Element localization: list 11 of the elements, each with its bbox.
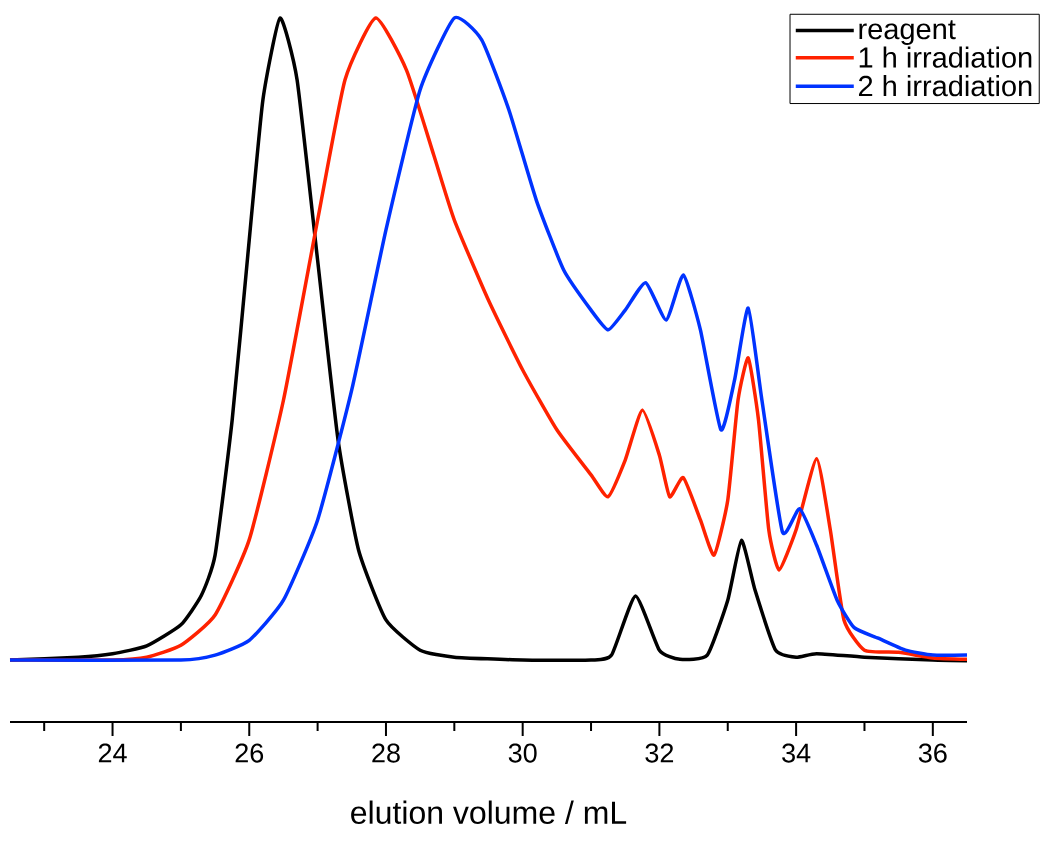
x-tick-label: 34: [782, 743, 811, 763]
x-axis-title: elution volume / mL: [351, 800, 627, 824]
x-tick-label: 24: [98, 743, 127, 763]
x-tick-label: 30: [508, 743, 537, 763]
x-tick-label: 36: [918, 743, 947, 763]
x-tick-label: 28: [372, 743, 400, 763]
legend-label: 1 h irradiation: [859, 46, 1032, 68]
x-tick-label: 26: [235, 743, 264, 763]
x-tick-label: 32: [645, 743, 674, 763]
legend-label: 2 h irradiation: [858, 75, 1032, 97]
legend-label: reagent: [859, 20, 956, 46]
